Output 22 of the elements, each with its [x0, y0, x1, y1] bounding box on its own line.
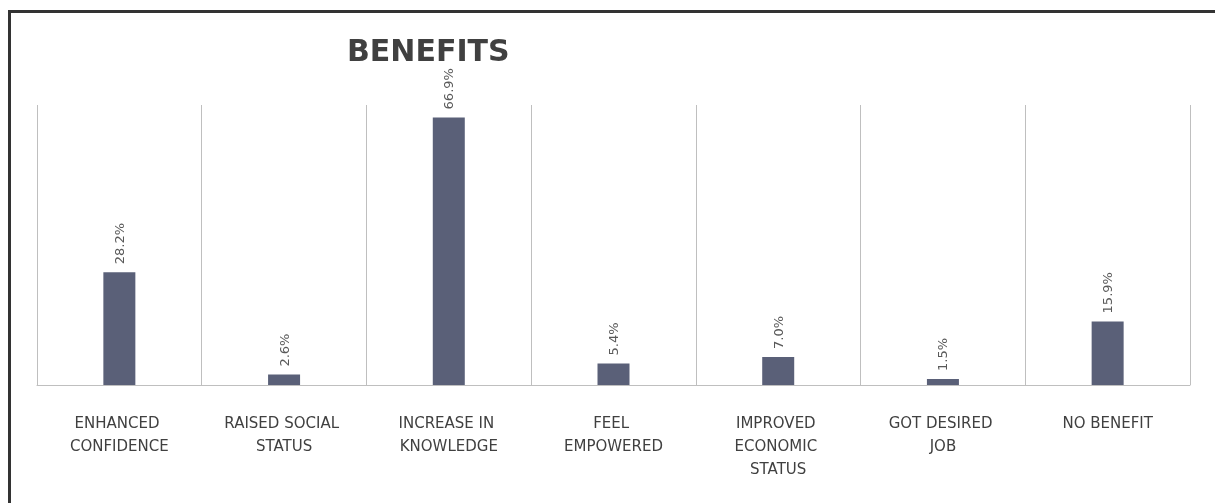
x-tick-label: GOT DESIRED JOB	[888, 413, 998, 455]
x-tick-label: IMPROVED ECONOMIC STATUS	[734, 413, 822, 478]
x-tick-label: ENHANCED CONFIDENCE	[69, 413, 169, 455]
bar	[268, 374, 301, 385]
data-label: 15.9%	[1100, 272, 1116, 314]
data-label: 66.9%	[441, 68, 457, 110]
x-tick-label: NO BENEFIT	[1062, 413, 1154, 432]
x-tick-label: RAISED SOCIAL STATUS	[224, 413, 344, 455]
data-label: 5.4%	[606, 322, 621, 356]
data-label: 28.2%	[111, 222, 127, 265]
chart-title: BENEFITS	[347, 32, 510, 68]
bar	[1091, 321, 1124, 385]
bar	[926, 379, 959, 385]
bar	[103, 272, 136, 385]
x-tick-label: FEEL EMPOWERED	[563, 413, 664, 455]
data-label: 2.6%	[276, 333, 292, 367]
data-label: 1.5%	[935, 337, 951, 371]
bar	[597, 363, 630, 385]
bar	[762, 357, 795, 385]
data-label: 7.0%	[770, 315, 786, 349]
bar	[432, 117, 465, 385]
x-tick-label: INCREASE IN KNOWLEDGE	[398, 413, 500, 455]
